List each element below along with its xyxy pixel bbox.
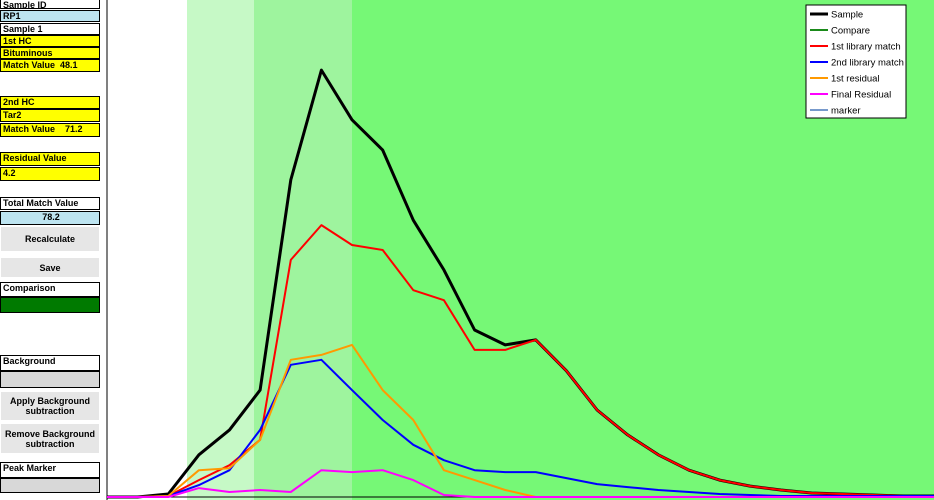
label: Total Match Value xyxy=(0,197,100,210)
recalculate-button[interactable]: Recalculate xyxy=(0,226,100,252)
field: Bituminous xyxy=(0,47,100,59)
remove-button[interactable]: Remove Background subtraction xyxy=(0,423,100,454)
field[interactable] xyxy=(0,478,100,493)
field: Match Value 71.2 xyxy=(0,123,100,137)
legend-label: 1st library match xyxy=(831,42,901,53)
series-line xyxy=(107,224,934,498)
field: Match Value 48.1 xyxy=(0,59,100,72)
comparison-swatch xyxy=(0,297,100,313)
apply-button[interactable]: Apply Background subtraction xyxy=(0,391,100,421)
label: Comparison xyxy=(0,282,100,297)
label: Sample ID xyxy=(0,0,100,9)
field: Tar2 xyxy=(0,109,100,122)
field[interactable] xyxy=(0,371,100,388)
legend-label: 2nd library match xyxy=(831,58,904,69)
legend-label: 1st residual xyxy=(831,74,880,85)
field[interactable]: RP1 xyxy=(0,10,100,22)
label: Peak Marker xyxy=(0,462,100,478)
control-panel: Sample ID RP1 Sample 1 1st HC Bituminous… xyxy=(0,0,103,500)
field[interactable]: Sample 1 xyxy=(0,23,100,35)
legend-box xyxy=(805,4,907,119)
legend-label: Compare xyxy=(831,26,870,37)
series-line xyxy=(107,469,934,498)
bg-zone xyxy=(107,0,187,500)
field: 4.2 xyxy=(0,167,100,181)
bg-zone xyxy=(254,0,352,500)
label: Background xyxy=(0,355,100,371)
save-button[interactable]: Save xyxy=(0,257,100,278)
field: 1st HC xyxy=(0,35,100,47)
field: 78.2 xyxy=(0,211,100,225)
legend-label: marker xyxy=(831,106,861,117)
bg-zone xyxy=(187,0,254,500)
legend-label: Sample xyxy=(831,10,863,21)
field: 2nd HC xyxy=(0,96,100,109)
field: Residual Value xyxy=(0,152,100,166)
legend-label: Final Residual xyxy=(831,90,891,101)
